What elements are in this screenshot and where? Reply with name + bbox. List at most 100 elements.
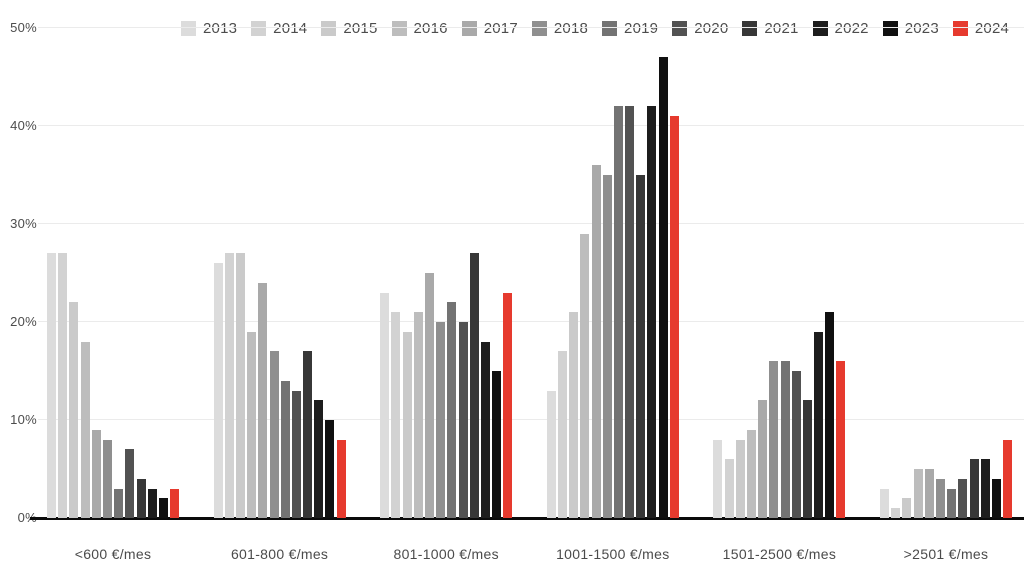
legend-label-2015: 2015 xyxy=(343,20,378,37)
legend-item-2016: 2016 xyxy=(391,20,448,37)
bar-2017-cat0 xyxy=(91,429,101,518)
legend-label-2013: 2013 xyxy=(203,20,238,37)
legend-item-2023: 2023 xyxy=(882,20,939,37)
bar-2024-cat4 xyxy=(836,361,846,518)
legend-item-2021: 2021 xyxy=(742,21,798,37)
bar-2020-cat0 xyxy=(125,449,135,518)
bar-2023-cat1 xyxy=(325,420,335,518)
bar-2019-cat4 xyxy=(780,361,790,518)
legend-swatch-2021 xyxy=(742,21,758,36)
bar-group-cat5 xyxy=(880,28,1013,518)
bar-2022-cat4 xyxy=(814,331,824,518)
gridline-10pct xyxy=(38,419,1024,420)
legend-item-2014: 2014 xyxy=(251,21,307,37)
bar-2022-cat1 xyxy=(314,400,324,518)
legend-label-2023: 2023 xyxy=(904,20,939,37)
bar-2016-cat3 xyxy=(580,233,590,518)
legend-swatch-2017 xyxy=(461,21,477,36)
bar-2018-cat4 xyxy=(769,361,779,518)
bar-2014-cat1 xyxy=(224,253,234,518)
bar-2020-cat3 xyxy=(625,106,635,518)
legend-item-2013: 2013 xyxy=(181,21,237,37)
bar-2021-cat5 xyxy=(969,459,979,518)
legend-label-2016: 2016 xyxy=(413,20,448,37)
bar-2015-cat0 xyxy=(69,302,79,518)
bar-2019-cat0 xyxy=(114,488,124,518)
bar-2022-cat3 xyxy=(647,106,657,518)
bar-2018-cat0 xyxy=(102,439,112,518)
bar-2021-cat0 xyxy=(136,478,146,518)
bar-2023-cat0 xyxy=(158,498,168,518)
bar-2020-cat5 xyxy=(958,478,968,518)
bar-2020-cat2 xyxy=(458,322,468,518)
bar-2020-cat1 xyxy=(291,390,301,518)
bar-2013-cat4 xyxy=(713,439,723,518)
bar-2023-cat4 xyxy=(825,312,835,518)
bar-group-cat0 xyxy=(47,28,180,518)
bar-group-cat2 xyxy=(380,28,513,518)
legend-swatch-2018 xyxy=(531,21,547,36)
bar-2019-cat3 xyxy=(613,106,623,518)
x-label-cat5: >2501 €/mes xyxy=(903,546,989,562)
bar-2017-cat2 xyxy=(424,273,434,518)
bar-group-cat3 xyxy=(546,28,679,518)
bar-2013-cat3 xyxy=(546,390,556,518)
bar-2021-cat1 xyxy=(303,351,313,518)
bar-2017-cat1 xyxy=(258,282,268,518)
bar-2021-cat4 xyxy=(802,400,812,518)
legend-item-2022: 2022 xyxy=(812,20,869,37)
legend-swatch-2014 xyxy=(251,21,267,36)
bar-2016-cat4 xyxy=(746,429,756,518)
bar-2014-cat0 xyxy=(58,253,68,518)
bar-2016-cat5 xyxy=(913,469,923,518)
bar-2022-cat5 xyxy=(980,459,990,518)
bar-2015-cat2 xyxy=(402,331,412,518)
bar-2015-cat5 xyxy=(902,498,912,518)
bar-2013-cat0 xyxy=(47,253,56,518)
legend-item-2024: 2024 xyxy=(952,21,1009,37)
bar-2016-cat1 xyxy=(247,331,257,518)
x-label-cat0: <600 €/mes xyxy=(74,546,152,562)
bar-2019-cat5 xyxy=(947,488,957,518)
bar-2024-cat5 xyxy=(1003,439,1013,518)
gridline-20pct xyxy=(38,321,1024,322)
bar-2019-cat1 xyxy=(280,380,290,518)
legend-swatch-2024 xyxy=(952,21,968,36)
legend-swatch-2020 xyxy=(672,21,688,36)
y-tick-50pct: 50% xyxy=(10,20,37,35)
legend-label-2022: 2022 xyxy=(834,20,869,37)
legend-label-2014: 2014 xyxy=(273,20,308,37)
bar-2024-cat0 xyxy=(170,488,180,518)
bar-2018-cat1 xyxy=(269,351,279,518)
bar-group-cat4 xyxy=(713,28,846,518)
bar-2014-cat3 xyxy=(557,351,567,518)
bar-2015-cat1 xyxy=(235,253,245,518)
bar-2021-cat3 xyxy=(636,175,646,518)
bar-2015-cat3 xyxy=(569,312,579,518)
legend-label-2020: 2020 xyxy=(694,20,729,37)
legend-label-2018: 2018 xyxy=(553,20,589,37)
bar-2015-cat4 xyxy=(735,439,745,518)
bar-2013-cat2 xyxy=(380,292,390,518)
bar-2013-cat5 xyxy=(880,488,889,518)
bar-2020-cat4 xyxy=(791,371,801,518)
bar-2022-cat0 xyxy=(147,488,157,518)
legend-item-2017: 2017 xyxy=(461,21,518,37)
x-label-cat1: 601-800 €/mes xyxy=(230,546,329,562)
legend-label-2021: 2021 xyxy=(764,20,799,37)
legend-swatch-2015 xyxy=(321,21,337,36)
legend-item-2020: 2020 xyxy=(672,21,728,37)
x-label-cat4: 1501-2500 €/mes xyxy=(722,546,837,562)
x-axis-line xyxy=(30,517,1024,520)
legend-item-2015: 2015 xyxy=(321,21,377,37)
y-tick-20pct: 20% xyxy=(10,314,37,329)
gridline-50pct xyxy=(38,27,1024,28)
legend-swatch-2013 xyxy=(181,21,196,36)
legend-swatch-2016 xyxy=(391,21,407,36)
bar-2018-cat5 xyxy=(935,478,945,518)
bar-2014-cat2 xyxy=(391,312,401,518)
bar-2022-cat2 xyxy=(480,341,490,518)
bar-2023-cat2 xyxy=(492,371,502,518)
y-tick-10pct: 10% xyxy=(10,412,37,427)
x-label-cat3: 1001-1500 €/mes xyxy=(556,546,670,562)
